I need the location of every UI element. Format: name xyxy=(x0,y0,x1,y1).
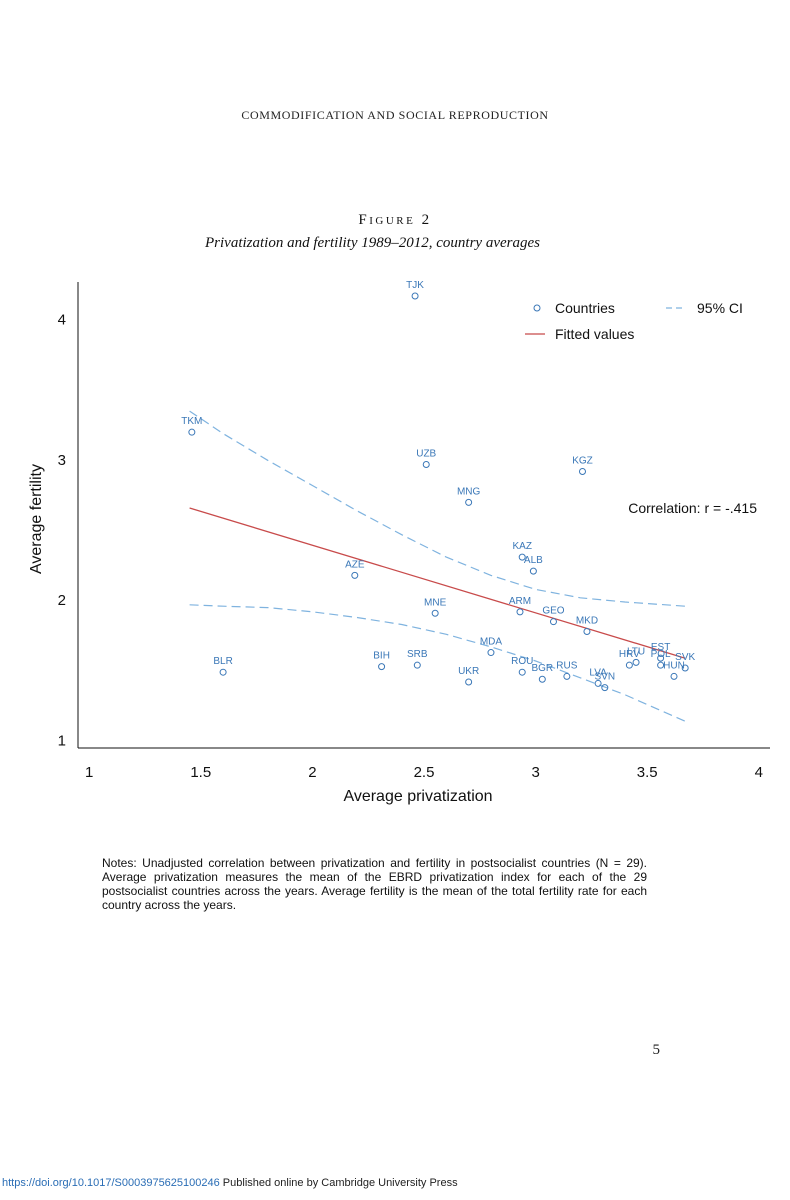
data-point xyxy=(351,571,359,579)
x-axis-label: Average privatization xyxy=(343,788,492,805)
data-point-label: BLR xyxy=(213,656,232,667)
data-point-label: UKR xyxy=(458,666,479,677)
country-points: TJK TKM UZB KGZ MNG KAZ ALB AZE MNE ARM GEO MKD MDA E… xyxy=(181,280,696,692)
x-tick-label: 4 xyxy=(755,764,763,781)
data-point xyxy=(583,628,591,635)
data-point-label: TKM xyxy=(181,416,202,427)
y-tick-label: 1 xyxy=(58,733,66,750)
data-point xyxy=(516,608,524,616)
data-point-label: GEO xyxy=(542,606,564,617)
data-point xyxy=(518,553,526,561)
data-point xyxy=(188,428,196,436)
data-point xyxy=(465,498,473,506)
data-point xyxy=(529,567,537,575)
data-point-label: EST xyxy=(651,642,670,653)
x-tick-label: 1 xyxy=(85,764,93,781)
ci-lower-line xyxy=(189,604,686,722)
data-point xyxy=(378,663,386,671)
x-tick-label: 1.5 xyxy=(190,764,211,781)
legend-label: Fitted values xyxy=(555,326,634,342)
data-point xyxy=(487,649,495,657)
page-number: 5 xyxy=(652,1042,661,1058)
data-point-label: HRV xyxy=(619,649,640,660)
chart-axes: 1 1.5 2 2.5 3 3.5 4 1 2 3 4 xyxy=(58,282,770,781)
y-tick-label: 2 xyxy=(58,592,66,609)
data-point-label: HUN xyxy=(663,660,685,671)
data-point xyxy=(601,684,609,692)
data-point xyxy=(549,618,557,626)
data-point-label: BIH xyxy=(373,651,390,662)
data-point-label: UZB xyxy=(416,448,436,459)
publisher-text: Published online by Cambridge University… xyxy=(219,1177,458,1189)
confidence-interval-lines xyxy=(189,410,686,722)
data-point xyxy=(422,460,430,468)
data-point-label: MNE xyxy=(424,597,447,608)
data-point-label: POL xyxy=(651,649,671,660)
doi-link[interactable]: https://doi.org/10.1017/S000397562510024… xyxy=(2,1177,220,1189)
data-point-label: MDA xyxy=(480,637,503,648)
x-tick-label: 3 xyxy=(531,764,539,781)
data-point xyxy=(518,668,526,676)
data-point xyxy=(657,654,665,662)
chart-legend: Countries 95% CI Fitted values xyxy=(525,300,743,342)
data-point-label: SVN xyxy=(595,672,616,683)
data-point xyxy=(594,679,602,687)
data-point xyxy=(578,467,586,475)
figure-caption: Privatization and fertility 1989–2012, c… xyxy=(205,235,540,251)
data-point-label: AZE xyxy=(345,559,365,570)
legend-label: Countries xyxy=(555,300,615,316)
y-tick-label: 3 xyxy=(58,452,66,469)
data-point xyxy=(563,672,571,680)
data-point-label: LTU xyxy=(627,646,645,657)
running-head: COMMODIFICATION AND SOCIAL REPRODUCTION xyxy=(241,108,549,122)
fitted-line xyxy=(189,507,686,659)
data-point xyxy=(625,661,633,669)
x-tick-label: 3.5 xyxy=(637,764,658,781)
x-tick-label: 2 xyxy=(308,764,316,781)
data-point xyxy=(431,609,439,617)
data-point xyxy=(219,668,227,676)
data-point-label: MKD xyxy=(576,616,598,627)
footer: https://doi.org/10.1017/S000397562510024… xyxy=(2,1177,458,1189)
data-point-label: KGZ xyxy=(572,455,593,466)
y-axis-label: Average fertility xyxy=(28,464,45,574)
data-point-label: ARM xyxy=(509,596,531,607)
y-tick-label: 4 xyxy=(58,311,66,328)
data-point-label: MNG xyxy=(457,486,481,497)
figure-label: Figure 2 xyxy=(358,212,432,228)
data-point-label: KAZ xyxy=(512,541,531,552)
data-point-label: ALB xyxy=(524,555,543,566)
data-point-label: LVA xyxy=(589,667,607,678)
data-point xyxy=(411,292,419,300)
data-point-label: BGR xyxy=(531,663,553,674)
data-point xyxy=(465,678,473,686)
scatter-chart: 1 1.5 2 2.5 3 3.5 4 1 2 3 4 TJK TKM UZB KGZ MNG KAZ ALB A… xyxy=(28,280,770,805)
fitted-line-group xyxy=(189,507,686,659)
data-point xyxy=(632,658,640,666)
data-point xyxy=(413,661,421,669)
x-tick-label: 2.5 xyxy=(414,764,435,781)
legend-label: 95% CI xyxy=(697,300,743,316)
data-point-label: TJK xyxy=(406,280,424,291)
ci-upper-line xyxy=(189,410,686,607)
data-point xyxy=(670,672,678,680)
data-point xyxy=(538,675,546,683)
data-point-label: SRB xyxy=(407,649,428,660)
legend-circle-symbol xyxy=(533,304,541,312)
data-point xyxy=(657,661,665,669)
correlation-annotation: Correlation: r = -.415 xyxy=(628,500,757,516)
data-point-label: ROU xyxy=(511,656,533,667)
data-point xyxy=(681,664,689,672)
figure-notes: Notes: Unadjusted correlation between pr… xyxy=(102,856,647,912)
data-point-label: RUS xyxy=(556,660,577,671)
data-point-label: SVK xyxy=(675,652,695,663)
